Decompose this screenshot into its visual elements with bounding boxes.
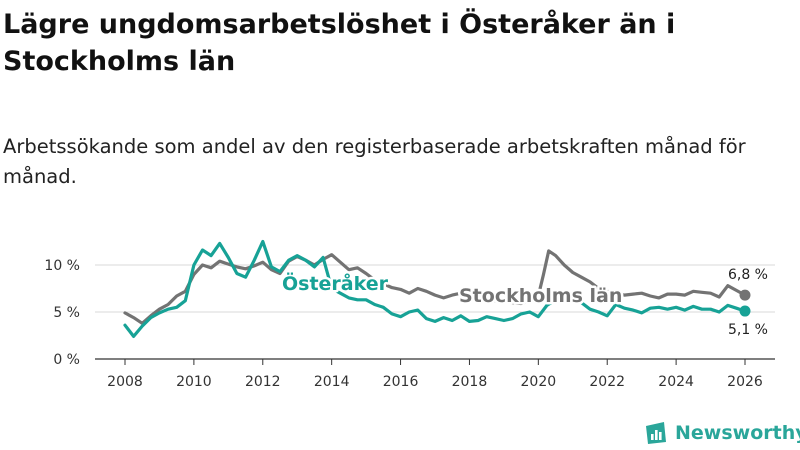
y-tick-label: 5 % bbox=[53, 305, 80, 321]
y-tick-label: 10 % bbox=[44, 258, 80, 274]
x-tick-label: 2024 bbox=[658, 374, 694, 390]
x-tick-label: 2022 bbox=[589, 374, 625, 390]
x-tick-label: 2012 bbox=[245, 374, 281, 390]
brand-name: Newsworthy bbox=[675, 422, 800, 444]
x-tick-label: 2026 bbox=[727, 374, 763, 390]
end-value-osteraker-halo: 5,1 % bbox=[728, 322, 768, 338]
x-tick-label: 2020 bbox=[521, 374, 557, 390]
y-tick-label: 0 % bbox=[53, 352, 80, 368]
brand-logo: Newsworthy bbox=[644, 420, 800, 446]
end-point-stockholms-lan bbox=[739, 289, 751, 301]
gridlines bbox=[95, 264, 775, 365]
series-lines bbox=[123, 239, 751, 338]
x-tick-label: 2016 bbox=[383, 374, 419, 390]
x-tick-label: 2018 bbox=[452, 374, 488, 390]
series-line-osteraker bbox=[123, 239, 747, 338]
series-line-stockholms-lan bbox=[123, 249, 747, 325]
series-label-stockholms-lan-halo: Stockholms län bbox=[459, 285, 622, 307]
end-value-osteraker: 5,1 % bbox=[728, 322, 768, 338]
end-point-osteraker bbox=[739, 305, 751, 317]
series-label-osteraker-halo: Österåker bbox=[282, 271, 389, 295]
newsworthy-logo-icon bbox=[646, 422, 666, 444]
end-value-stockholms-lan-halo: 6,8 % bbox=[728, 267, 768, 283]
chart-subtitle: Arbetssökande som andel av den registerb… bbox=[3, 135, 746, 188]
chart-title: Lägre ungdomsarbetslöshet i Österåker än… bbox=[3, 9, 676, 77]
x-tick-label: 2008 bbox=[107, 374, 143, 390]
series-label-stockholms-lan: Stockholms län bbox=[459, 285, 622, 307]
x-tick-label: 2010 bbox=[176, 374, 212, 390]
labels: 0 % 5 % 10 % 2008 2010 2012 2014 2016 2018 2020 20… bbox=[44, 258, 770, 390]
end-value-stockholms-lan: 6,8 % bbox=[728, 267, 768, 283]
series-label-osteraker: Österåker bbox=[282, 271, 389, 295]
x-tick-label: 2014 bbox=[314, 374, 350, 390]
